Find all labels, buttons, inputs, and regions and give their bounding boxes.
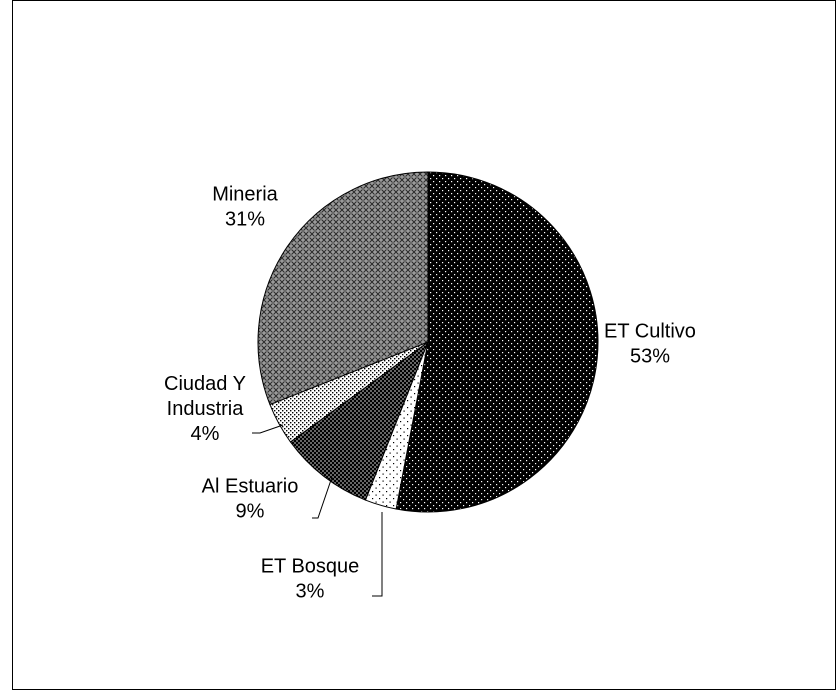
- pie-slice-al-estuario: [289, 340, 430, 501]
- slice-name: Al Estuario: [202, 476, 299, 498]
- slice-name: ET Cultivo: [604, 321, 696, 343]
- slice-label: ET Cultivo 53%: [604, 321, 696, 368]
- slice-name: Industria: [167, 398, 245, 420]
- leader-line: [252, 424, 284, 434]
- pie-slices: [257, 171, 599, 513]
- slice-name: Ciudad Y: [164, 373, 246, 395]
- slice-label: Al Estuario 9%: [202, 476, 299, 523]
- slice-label: ET Bosque 3%: [261, 556, 360, 603]
- pie-slice-et-cultivo: [395, 171, 599, 513]
- slice-percent: 9%: [236, 501, 265, 523]
- slice-label: Mineria 31%: [212, 184, 278, 231]
- leader-line: [312, 476, 333, 519]
- slice-labels: ET Cultivo 53% ET Bosque 3% Al Estuario 9% Ciu…: [164, 184, 696, 603]
- slice-percent: 3%: [296, 581, 325, 603]
- slice-percent: 53%: [630, 346, 670, 368]
- slice-percent: 31%: [225, 209, 265, 231]
- slice-label: Ciudad Y Industria 4%: [164, 373, 246, 445]
- leader-line: [372, 512, 383, 597]
- slice-percent: 4%: [191, 423, 220, 445]
- pie-slice-mineria: [257, 171, 429, 406]
- leader-lines: [252, 424, 383, 597]
- slice-name: ET Bosque: [261, 556, 360, 578]
- slice-name: Mineria: [212, 184, 278, 206]
